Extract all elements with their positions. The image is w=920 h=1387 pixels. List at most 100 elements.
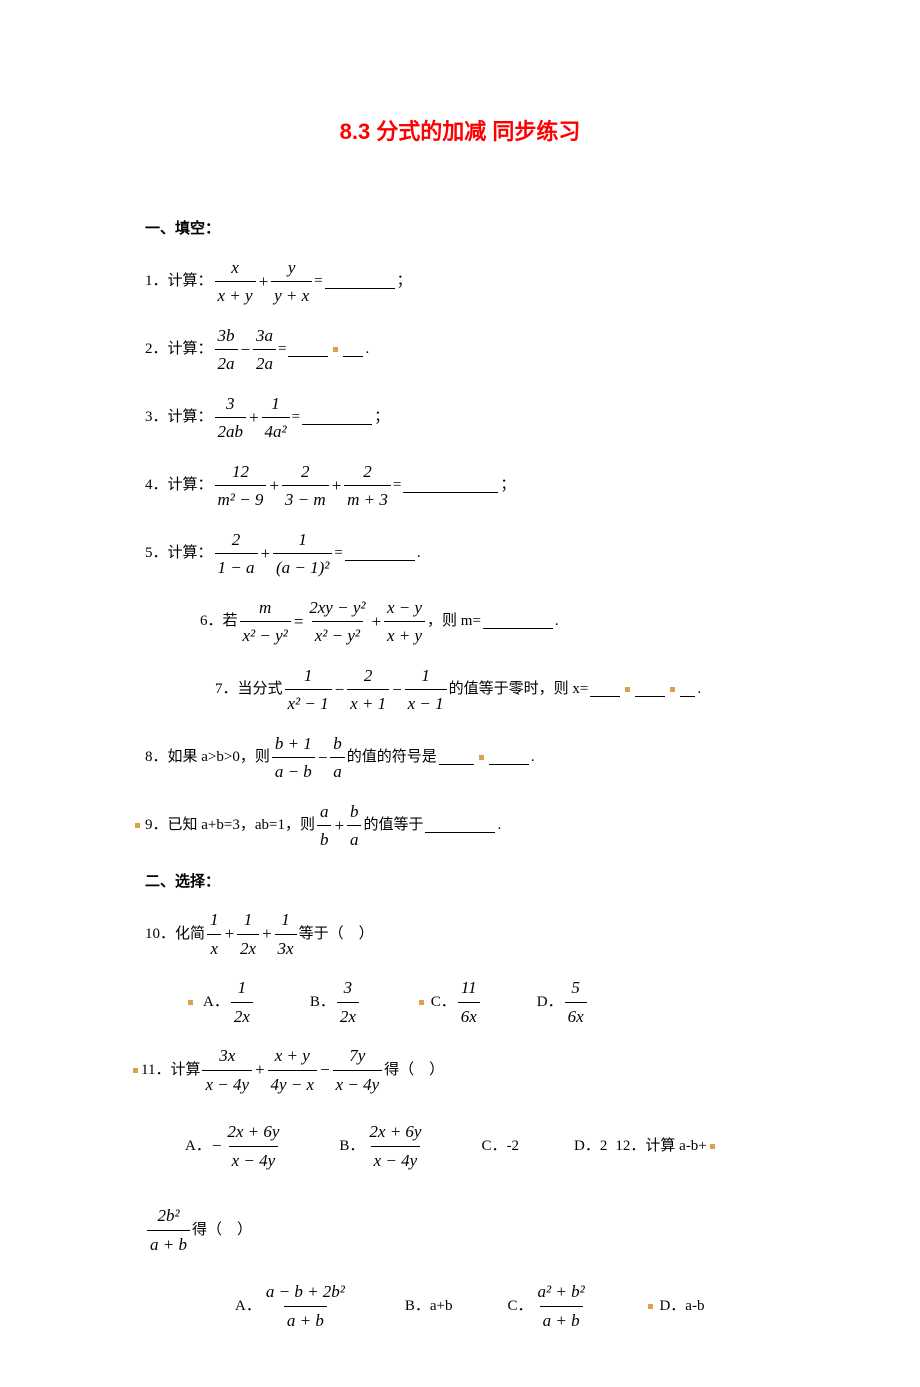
dot-icon	[133, 1068, 138, 1073]
eq: =	[314, 270, 322, 293]
q1-label: 1．计算：	[145, 270, 213, 293]
q8-label: 8．如果 a>b>0，则	[145, 746, 270, 769]
q3-frac-a: 32ab	[215, 391, 247, 445]
mid: 的值等于零时，则 x=	[449, 678, 589, 701]
page-title: 8.3 分式的加减 同步练习	[145, 115, 775, 148]
op-minus: −	[319, 1057, 330, 1083]
section-1-header: 一、填空：	[145, 218, 775, 241]
q11-frac-c: 7yx − 4y	[333, 1043, 383, 1097]
q2-label: 2．计算：	[145, 338, 213, 361]
end: ；	[397, 270, 412, 293]
end: .	[555, 610, 559, 633]
blank	[343, 342, 363, 357]
problem-11: 11．计算 3xx − 4y + x + y4y − x − 7yx − 4y …	[145, 1043, 775, 1097]
tail: 得（ ）	[192, 1219, 252, 1242]
op-minus: −	[334, 677, 345, 703]
q9-frac-a: ab	[317, 799, 332, 853]
q1-frac-b: yy + x	[271, 255, 312, 309]
end: .	[697, 678, 701, 701]
section-2-header: 二、选择：	[145, 871, 775, 894]
problem-1: 1．计算： xx + y + yy + x = ；	[145, 255, 775, 309]
q4-frac-a: 12m² − 9	[215, 459, 267, 513]
problem-6: 6．若 mx² − y² = 2xy − y²x² − y² + x − yx …	[200, 595, 775, 649]
blank	[288, 342, 328, 357]
q12-frac: 2b²a + b	[147, 1203, 190, 1257]
blank	[439, 750, 474, 765]
problem-7: 7．当分式 1x² − 1 − 2x + 1 − 1x − 1 的值等于零时，则…	[215, 663, 775, 717]
problem-5: 5．计算： 21 − a + 1(a − 1)² = .	[145, 527, 775, 581]
q11-options: A．−2x + 6yx − 4y B．2x + 6yx − 4y C．-2 D．…	[185, 1119, 775, 1173]
problem-3: 3．计算： 32ab + 14a² = ；	[145, 391, 775, 445]
eq: =	[292, 406, 300, 429]
q4-frac-c: 2m + 3	[344, 459, 391, 513]
blank	[425, 818, 495, 833]
q11-label: 11．计算	[141, 1059, 200, 1082]
mid: 的值等于	[363, 814, 423, 837]
blank	[680, 682, 695, 697]
q10-label: 10．化简	[145, 923, 205, 946]
op-plus: +	[258, 269, 269, 295]
q3-label: 3．计算：	[145, 406, 213, 429]
q11-option-d: D．2	[574, 1135, 607, 1158]
q1-frac-a: xx + y	[215, 255, 256, 309]
mid: 的值的符号是	[347, 746, 437, 769]
q10-option-b: B．32x	[310, 975, 361, 1029]
q12-option-a: A．a − b + 2b²a + b	[235, 1279, 350, 1333]
q12-option-b: B．a+b	[405, 1295, 453, 1318]
dot-icon	[710, 1144, 715, 1149]
q10-options: A．12x B．32x C．116x D．56x	[185, 975, 775, 1029]
q8-frac-a: b + 1a − b	[272, 731, 315, 785]
q12-option-d: D．a-b	[645, 1295, 705, 1318]
q7-frac-a: 1x² − 1	[285, 663, 332, 717]
dot-icon	[135, 823, 140, 828]
q2-frac-b: 3a2a	[253, 323, 276, 377]
q6-frac-b: 2xy − y²x² − y²	[306, 595, 368, 649]
q10-frac-a: 1x	[207, 907, 222, 961]
q12-label-inline: 12．计算 a-b+	[615, 1135, 717, 1158]
op-plus: +	[260, 541, 271, 567]
q9-frac-b: ba	[347, 799, 362, 853]
q9-label: 9．已知 a+b=3，ab=1，则	[145, 814, 315, 837]
blank	[635, 682, 665, 697]
q4-label: 4．计算：	[145, 474, 213, 497]
op-plus: +	[254, 1057, 265, 1083]
problem-2: 2．计算： 3b2a − 3a2a = .	[145, 323, 775, 377]
mid: ，则 m=	[427, 610, 481, 633]
eq: =	[278, 338, 286, 361]
op-plus: +	[224, 921, 235, 947]
dot-icon	[333, 347, 338, 352]
eq: =	[393, 474, 401, 497]
op-minus: −	[317, 745, 328, 771]
q5-frac-a: 21 − a	[215, 527, 258, 581]
q11-frac-a: 3xx − 4y	[202, 1043, 252, 1097]
end: .	[417, 542, 421, 565]
tail: 等于（ ）	[299, 923, 374, 946]
blank	[403, 478, 498, 493]
q11-option-b: B．2x + 6yx − 4y	[339, 1119, 426, 1173]
end: .	[497, 814, 501, 837]
q10-option-d: D．56x	[537, 975, 589, 1029]
problem-12: 2b²a + b 得（ ）	[145, 1203, 775, 1257]
tail: 得（ ）	[384, 1059, 444, 1082]
q10-frac-b: 12x	[237, 907, 259, 961]
q11-frac-b: x + y4y − x	[268, 1043, 318, 1097]
blank	[345, 546, 415, 561]
problem-4: 4．计算： 12m² − 9 + 23 − m + 2m + 3 = ；	[145, 459, 775, 513]
op-minus: −	[240, 337, 251, 363]
end: ；	[500, 474, 515, 497]
op-eq: =	[293, 609, 304, 635]
op-minus: −	[391, 677, 402, 703]
dot-icon	[188, 1000, 193, 1005]
blank	[302, 410, 372, 425]
q10-option-c: C．116x	[416, 975, 482, 1029]
op-plus: +	[261, 921, 272, 947]
q7-label: 7．当分式	[215, 678, 283, 701]
q5-label: 5．计算：	[145, 542, 213, 565]
q4-frac-b: 23 − m	[282, 459, 329, 513]
q11-option-a: A．−2x + 6yx − 4y	[185, 1119, 284, 1173]
end: .	[531, 746, 535, 769]
dot-icon	[625, 687, 630, 692]
op-plus: +	[331, 473, 342, 499]
q3-frac-b: 14a²	[262, 391, 290, 445]
q10-frac-c: 13x	[275, 907, 297, 961]
